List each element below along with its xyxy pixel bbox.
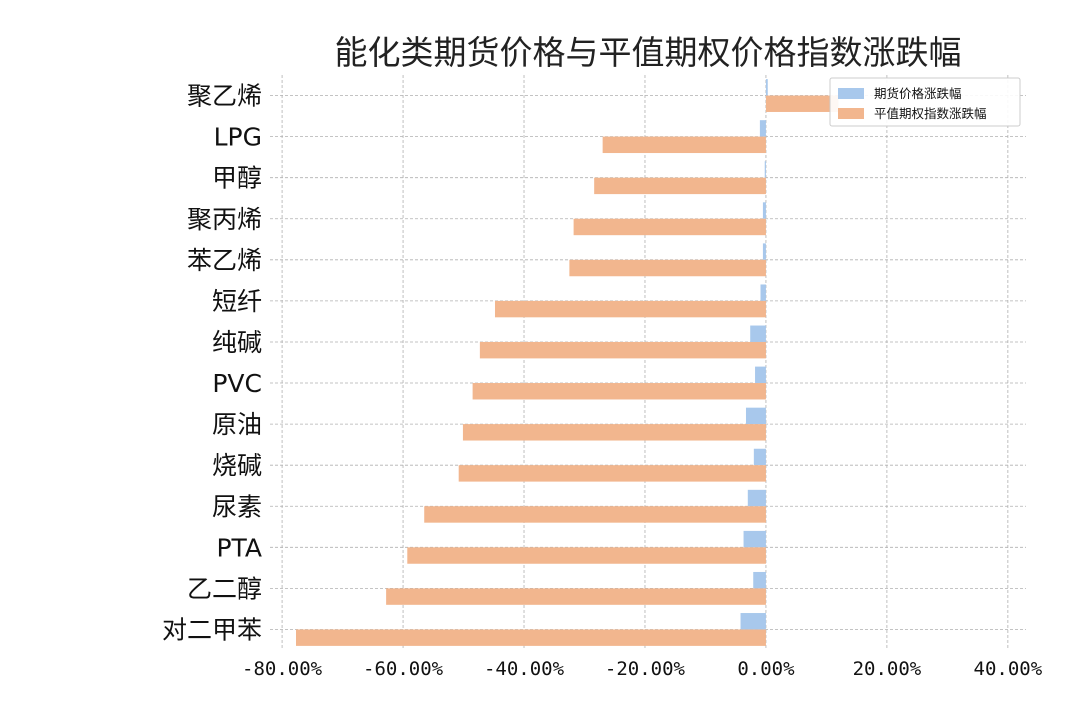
bar-option (569, 259, 766, 277)
x-tick-label: -40.00% (484, 658, 565, 680)
y-tick-label: 甲醇 (212, 164, 262, 193)
y-tick-label: 烧碱 (212, 451, 262, 480)
bar-option (594, 177, 766, 195)
bar-futures (765, 79, 768, 96)
y-tick-label: PTA (216, 533, 262, 562)
y-tick-label: 聚乙烯 (187, 82, 262, 111)
x-tick-label: 40.00% (974, 658, 1043, 680)
legend-swatch (838, 108, 864, 119)
bar-futures (750, 325, 766, 342)
x-tick-label: -20.00% (605, 658, 686, 680)
chart-title: 能化类期货价格与平值期权价格指数涨跌幅 (335, 33, 962, 72)
bar-option (573, 218, 766, 236)
bar-option (765, 95, 839, 112)
bar-futures (753, 448, 766, 466)
y-tick-label: PVC (212, 369, 262, 398)
bar-futures (759, 120, 766, 137)
bar-option (296, 629, 766, 646)
bar-futures (753, 571, 766, 589)
bar-option (462, 424, 766, 441)
bar-futures (740, 613, 766, 630)
y-tick-label: 聚丙烯 (187, 205, 262, 234)
y-tick-label: 短纤 (212, 287, 262, 316)
bar-futures (764, 161, 766, 178)
y-tick-label: LPG (214, 123, 262, 152)
bar-option (602, 136, 766, 154)
bar-futures (762, 202, 766, 219)
x-tick-label: -60.00% (363, 658, 444, 680)
y-tick-label: 原油 (212, 410, 262, 439)
x-tick-label: 20.00% (853, 658, 922, 680)
y-tick-label: 苯乙烯 (187, 246, 262, 275)
x-tick-label: -80.00% (242, 658, 323, 680)
x-tick-label: 0.00% (737, 658, 795, 680)
legend-label: 期货价格涨跌幅 (874, 86, 962, 101)
bar-futures (743, 530, 766, 548)
y-tick-label: 乙二醇 (187, 574, 262, 603)
y-tick-label: 纯碱 (212, 328, 262, 357)
bar-futures (747, 489, 766, 507)
bar-futures (755, 366, 766, 384)
bar-option (494, 300, 766, 318)
bar-option (386, 588, 766, 605)
bar-futures (762, 243, 766, 260)
bar-futures (760, 284, 766, 301)
legend-label: 平值期权指数涨跌幅 (874, 106, 987, 121)
bar-option (424, 506, 766, 523)
y-tick-label: 对二甲苯 (162, 615, 262, 644)
bar-futures (745, 407, 766, 425)
bar-option (479, 341, 766, 359)
y-tick-label: 尿素 (212, 492, 262, 521)
legend-box (829, 77, 1021, 127)
bar-option (458, 465, 766, 482)
legend-swatch (838, 88, 864, 99)
bar-option (407, 547, 766, 564)
bar-option (472, 383, 766, 400)
